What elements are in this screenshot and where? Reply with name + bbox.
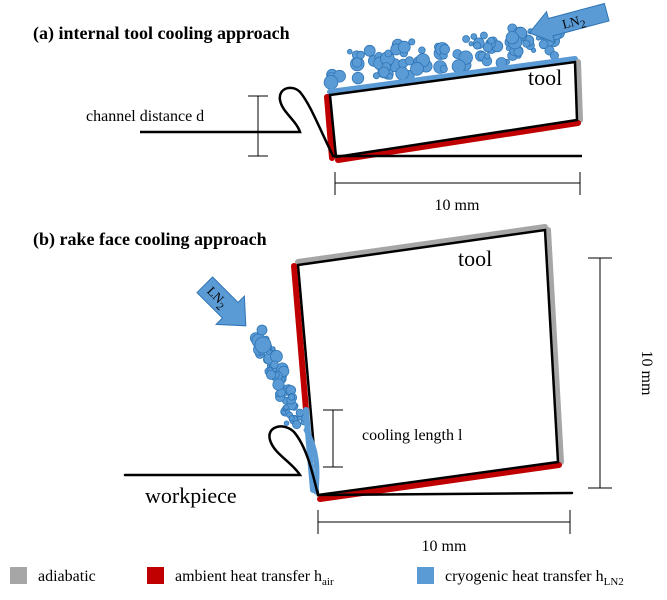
bubble bbox=[531, 48, 535, 52]
bubble bbox=[293, 421, 301, 429]
length-dimension-a bbox=[335, 172, 580, 195]
legend-text: cryogenic heat transfer h bbox=[445, 568, 604, 585]
coolant-arrow-b: LN2 bbox=[191, 271, 260, 340]
bubble bbox=[488, 37, 495, 44]
height-dimension bbox=[588, 258, 612, 488]
bubble bbox=[257, 325, 267, 335]
bubble bbox=[271, 347, 275, 351]
bubble bbox=[296, 409, 304, 417]
bubble bbox=[440, 65, 447, 72]
length-dimension-b bbox=[318, 510, 570, 534]
bubble bbox=[539, 40, 548, 49]
bubble bbox=[324, 76, 338, 90]
bubble bbox=[387, 74, 393, 80]
bubble bbox=[469, 42, 473, 46]
bubble bbox=[485, 54, 490, 59]
cooling-dimension bbox=[323, 410, 343, 467]
bubble bbox=[396, 67, 409, 80]
bubble bbox=[480, 32, 487, 39]
bubble bbox=[523, 40, 530, 47]
bubble bbox=[284, 405, 289, 410]
bubble bbox=[352, 72, 364, 84]
cooling-label: cooling length l bbox=[362, 427, 463, 444]
bubble bbox=[411, 62, 424, 75]
tool-label-a: tool bbox=[528, 65, 562, 90]
channel-label: channel distance d bbox=[86, 108, 204, 125]
arrow bbox=[191, 271, 260, 340]
legend-swatch bbox=[417, 567, 434, 584]
bubble bbox=[273, 379, 284, 390]
bubble bbox=[271, 361, 279, 369]
height-label: 10 mm bbox=[638, 351, 655, 396]
bubble bbox=[474, 42, 481, 49]
legend-label: cryogenic heat transfer hLN2 bbox=[445, 568, 624, 588]
legend-swatch bbox=[10, 567, 27, 584]
bubble bbox=[398, 41, 410, 53]
bubble bbox=[270, 350, 282, 362]
workpiece-a bbox=[140, 88, 582, 156]
tool-b bbox=[294, 227, 561, 499]
bubble bbox=[255, 337, 271, 353]
bubble bbox=[506, 32, 518, 44]
bubble bbox=[288, 394, 294, 400]
bubble bbox=[364, 45, 375, 56]
bubble bbox=[419, 47, 426, 54]
panel-b-title: (b) rake face cooling approach bbox=[33, 229, 267, 250]
bubble bbox=[463, 36, 470, 43]
legend-subscript: air bbox=[322, 576, 334, 588]
legend-swatch bbox=[147, 567, 164, 584]
legend-subscript: LN2 bbox=[604, 576, 624, 588]
bubble bbox=[357, 51, 365, 59]
bubble bbox=[471, 34, 477, 40]
bubble bbox=[284, 421, 289, 426]
coolant-arrow-a: LN2 bbox=[525, 0, 611, 48]
bubble bbox=[452, 60, 465, 73]
bubble bbox=[440, 45, 450, 55]
bubble bbox=[289, 416, 294, 421]
channel-dimension bbox=[248, 96, 268, 156]
panel-a-title: (a) internal tool cooling approach bbox=[33, 23, 290, 44]
tool-label-b: tool bbox=[458, 246, 492, 271]
legend-text: ambient heat transfer h bbox=[175, 568, 322, 585]
legend-label: ambient heat transfer hair bbox=[175, 568, 334, 588]
bubble bbox=[282, 410, 286, 414]
length-label-b: 10 mm bbox=[422, 538, 467, 555]
figure: (a) internal tool cooling approach LN2 t… bbox=[0, 0, 667, 600]
bubble bbox=[347, 49, 352, 54]
workpiece-label: workpiece bbox=[145, 483, 237, 508]
legend-label: adiabatic bbox=[38, 568, 96, 585]
length-label-a: 10 mm bbox=[435, 197, 480, 214]
bubble bbox=[266, 370, 275, 379]
